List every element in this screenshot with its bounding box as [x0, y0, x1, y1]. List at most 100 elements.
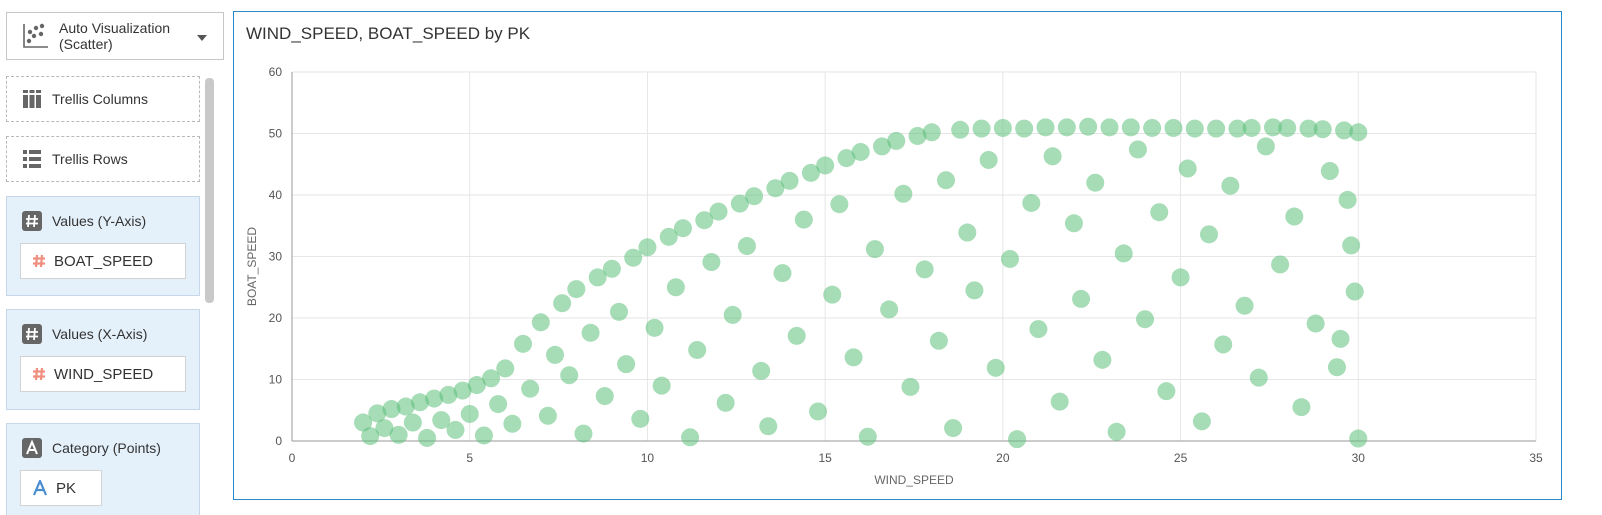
- data-point[interactable]: [1306, 314, 1325, 333]
- data-point[interactable]: [1235, 296, 1254, 315]
- data-point[interactable]: [666, 278, 685, 297]
- data-points[interactable]: [354, 117, 1368, 449]
- data-point[interactable]: [972, 119, 991, 138]
- data-point[interactable]: [1349, 123, 1368, 142]
- data-point[interactable]: [1043, 147, 1062, 166]
- data-point[interactable]: [538, 406, 557, 425]
- data-point[interactable]: [1114, 244, 1133, 263]
- data-point[interactable]: [425, 389, 444, 408]
- data-point[interactable]: [1086, 173, 1105, 192]
- data-point[interactable]: [723, 305, 742, 324]
- data-point[interactable]: [773, 264, 792, 283]
- data-point[interactable]: [816, 156, 835, 175]
- values-x-axis-panel[interactable]: Values (X-Axis) WIND_SPEED: [6, 309, 200, 410]
- data-point[interactable]: [1036, 118, 1055, 137]
- data-point[interactable]: [489, 395, 508, 414]
- data-point[interactable]: [354, 413, 373, 432]
- data-point[interactable]: [1207, 119, 1226, 138]
- data-point[interactable]: [1136, 310, 1155, 329]
- data-point[interactable]: [1143, 118, 1162, 137]
- data-point[interactable]: [1064, 214, 1083, 233]
- category-points-panel[interactable]: Category (Points) PK: [6, 423, 200, 515]
- data-point[interactable]: [929, 331, 948, 350]
- data-point[interactable]: [695, 211, 714, 230]
- data-point[interactable]: [851, 142, 870, 161]
- data-point[interactable]: [716, 393, 735, 412]
- scatter-plot[interactable]: 0 5 10 15 20 25 30 35 0 10 20 30 40 50 60 WIND_SPEED B…: [234, 12, 1561, 499]
- data-point[interactable]: [638, 238, 657, 257]
- values-y-axis-panel[interactable]: Values (Y-Axis) BOAT_SPEED: [6, 196, 200, 296]
- data-point[interactable]: [1242, 118, 1261, 137]
- data-point[interactable]: [730, 194, 749, 213]
- data-point[interactable]: [830, 195, 849, 214]
- data-point[interactable]: [567, 280, 586, 299]
- data-point[interactable]: [673, 219, 692, 238]
- data-point[interactable]: [1121, 118, 1140, 137]
- data-point[interactable]: [908, 126, 927, 145]
- data-point[interactable]: [1050, 392, 1069, 411]
- data-point[interactable]: [1338, 190, 1357, 209]
- data-point[interactable]: [453, 381, 472, 400]
- data-point[interactable]: [1299, 119, 1318, 138]
- data-point[interactable]: [652, 376, 671, 395]
- data-point[interactable]: [588, 268, 607, 287]
- data-point[interactable]: [659, 227, 678, 246]
- boat-speed-field-chip[interactable]: BOAT_SPEED: [20, 243, 186, 279]
- data-point[interactable]: [418, 428, 437, 447]
- data-point[interactable]: [922, 123, 941, 142]
- data-point[interactable]: [368, 404, 387, 423]
- data-point[interactable]: [844, 348, 863, 367]
- data-point[interactable]: [521, 379, 540, 398]
- data-point[interactable]: [1157, 382, 1176, 401]
- data-point[interactable]: [1342, 236, 1361, 255]
- data-point[interactable]: [681, 428, 700, 447]
- data-point[interactable]: [1185, 119, 1204, 138]
- data-point[interactable]: [1079, 117, 1098, 136]
- grammar-panel-scrollbar[interactable]: [205, 78, 214, 303]
- data-point[interactable]: [1349, 429, 1368, 448]
- trellis-columns-dropzone[interactable]: Trellis Columns: [6, 76, 200, 122]
- data-point[interactable]: [1331, 329, 1350, 348]
- data-point[interactable]: [460, 404, 479, 423]
- data-point[interactable]: [1008, 430, 1027, 449]
- data-point[interactable]: [617, 355, 636, 374]
- data-point[interactable]: [1022, 193, 1041, 212]
- visualization-type-picker[interactable]: Auto Visualization (Scatter): [6, 12, 224, 60]
- data-point[interactable]: [546, 345, 565, 364]
- data-point[interactable]: [553, 294, 572, 313]
- data-point[interactable]: [887, 131, 906, 150]
- data-point[interactable]: [737, 237, 756, 256]
- data-point[interactable]: [688, 340, 707, 359]
- data-point[interactable]: [1171, 268, 1190, 287]
- data-point[interactable]: [1093, 350, 1112, 369]
- data-point[interactable]: [1327, 358, 1346, 377]
- data-point[interactable]: [514, 334, 533, 353]
- data-point[interactable]: [794, 210, 813, 229]
- data-point[interactable]: [1015, 119, 1034, 138]
- data-point[interactable]: [1128, 140, 1147, 159]
- data-point[interactable]: [837, 149, 856, 168]
- data-point[interactable]: [609, 302, 628, 321]
- data-point[interactable]: [503, 414, 522, 433]
- data-point[interactable]: [880, 300, 899, 319]
- data-point[interactable]: [702, 253, 721, 272]
- data-point[interactable]: [1335, 121, 1354, 140]
- data-point[interactable]: [936, 171, 955, 190]
- data-point[interactable]: [389, 425, 408, 444]
- data-point[interactable]: [1221, 176, 1240, 195]
- data-point[interactable]: [474, 426, 493, 445]
- data-point[interactable]: [745, 187, 764, 206]
- data-point[interactable]: [1072, 289, 1091, 308]
- data-point[interactable]: [1249, 368, 1268, 387]
- data-point[interactable]: [709, 202, 728, 221]
- data-point[interactable]: [396, 397, 415, 416]
- data-point[interactable]: [1271, 255, 1290, 274]
- data-point[interactable]: [595, 387, 614, 406]
- data-point[interactable]: [801, 163, 820, 182]
- data-point[interactable]: [752, 361, 771, 380]
- data-point[interactable]: [602, 259, 621, 278]
- data-point[interactable]: [823, 285, 842, 304]
- data-point[interactable]: [951, 120, 970, 139]
- data-point[interactable]: [780, 171, 799, 190]
- data-point[interactable]: [432, 411, 451, 430]
